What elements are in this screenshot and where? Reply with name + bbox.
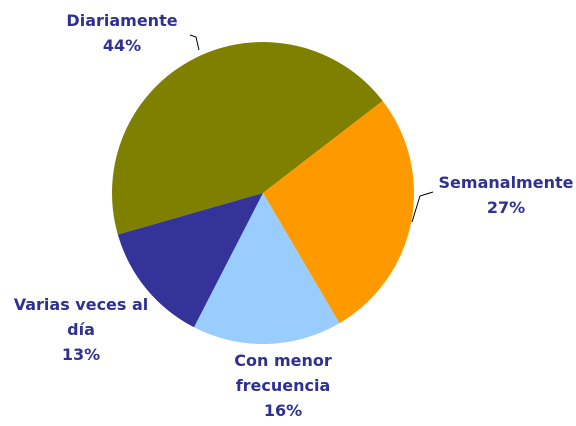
slices xyxy=(111,41,414,345)
slice-label: Diariamente 44% xyxy=(52,8,192,58)
slice-label: Varias veces al día 13% xyxy=(6,292,156,367)
category-label: Semanalmente xyxy=(438,173,574,192)
value-label: 27% xyxy=(486,198,526,217)
leader-line xyxy=(411,191,434,223)
pie-slice xyxy=(111,41,383,235)
value-label: 16% xyxy=(263,401,303,420)
category-label: Con menor frecuencia xyxy=(234,351,332,395)
pie-slice xyxy=(263,100,414,324)
value-label: 44% xyxy=(102,36,142,55)
slice-label: Semanalmente 27% xyxy=(432,170,576,220)
category-label: Varias veces al día xyxy=(13,295,149,339)
leader-line xyxy=(189,34,200,51)
value-label: 13% xyxy=(61,345,101,364)
pie-slice xyxy=(117,193,263,328)
category-label: Diariamente xyxy=(66,11,178,30)
slice-label: Con menor frecuencia 16% xyxy=(218,348,348,423)
pie-slice xyxy=(193,193,340,345)
